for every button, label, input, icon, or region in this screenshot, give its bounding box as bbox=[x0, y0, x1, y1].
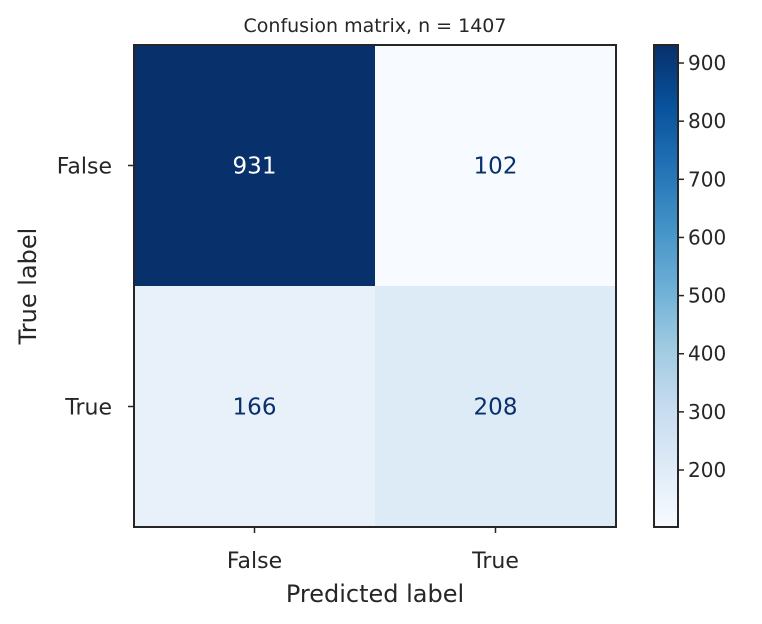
plot-frame bbox=[133, 44, 617, 528]
matrix-cell-r0-c0 bbox=[134, 45, 375, 286]
y-axis-ticks: False True bbox=[57, 155, 134, 421]
y-axis-label: True label bbox=[14, 228, 42, 346]
cell-value-r1-c0: 166 bbox=[233, 395, 277, 421]
chart-title: Confusion matrix, n = 1407 bbox=[244, 15, 507, 37]
matrix-cells bbox=[134, 45, 616, 527]
colorbar-tick-label: 200 bbox=[688, 458, 726, 482]
colorbar-tick-label: 800 bbox=[688, 109, 726, 133]
matrix-cell-r1-c1 bbox=[375, 286, 616, 527]
x-axis-ticks: False True bbox=[227, 527, 519, 574]
colorbar bbox=[654, 45, 678, 527]
colorbar-tick-label: 700 bbox=[688, 167, 726, 191]
x-axis-label: Predicted label bbox=[286, 580, 464, 608]
cell-value-r0-c0: 931 bbox=[233, 154, 277, 180]
colorbar-tick-label: 300 bbox=[688, 400, 726, 424]
colorbar-tick-label: 400 bbox=[688, 342, 726, 366]
matrix-cell-r1-c0 bbox=[134, 286, 375, 527]
cell-value-r1-c1: 208 bbox=[474, 395, 518, 421]
colorbar-tick-label: 500 bbox=[688, 284, 726, 308]
matrix-cell-r0-c1 bbox=[375, 45, 616, 286]
x-tick-label: True bbox=[471, 549, 519, 574]
colorbar-ticks: 200 300 400 500 600 700 800 900 bbox=[678, 51, 726, 482]
y-tick-label: True bbox=[64, 396, 112, 421]
matrix-cell-labels: 931 102 166 208 bbox=[233, 154, 518, 421]
colorbar-tick-label: 600 bbox=[688, 225, 726, 249]
colorbar-tick-label: 900 bbox=[688, 51, 726, 75]
cell-value-r0-c1: 102 bbox=[474, 154, 518, 180]
colorbar-frame bbox=[653, 44, 679, 528]
x-tick-label: False bbox=[227, 549, 282, 574]
y-tick-label: False bbox=[57, 155, 112, 180]
